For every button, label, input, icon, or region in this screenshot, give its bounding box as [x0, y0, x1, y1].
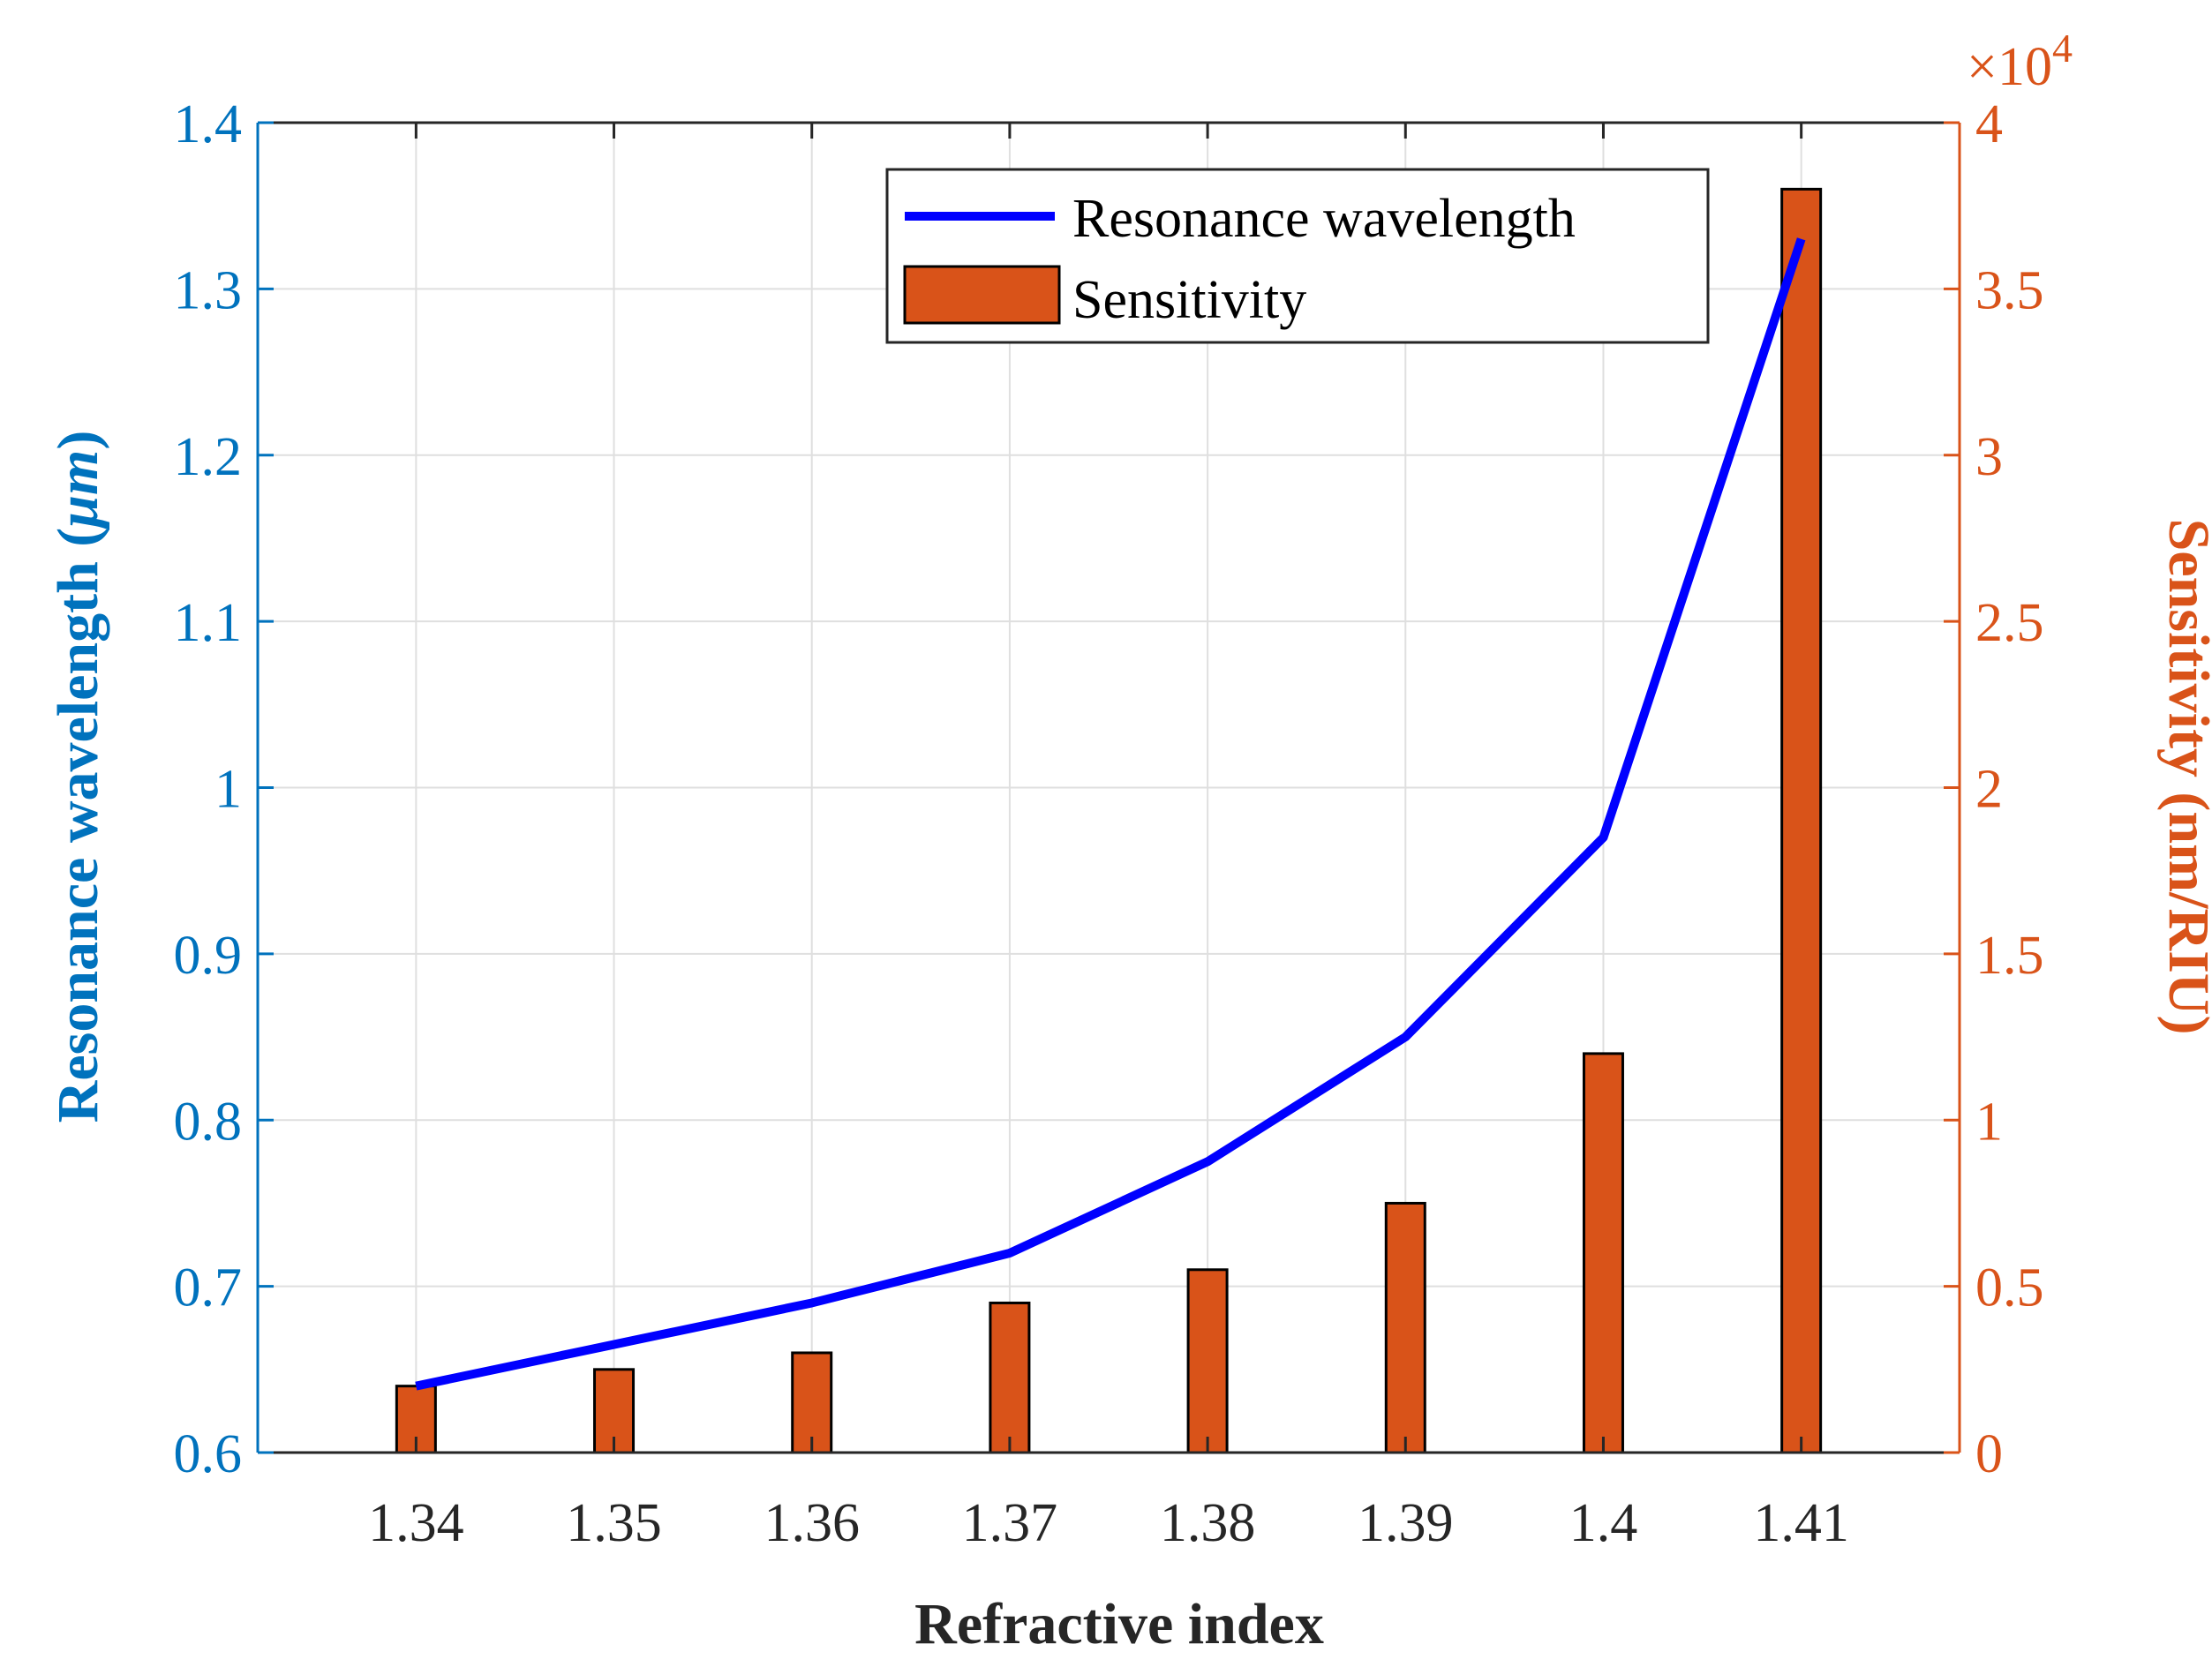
left-tick-label: 0.9 [174, 926, 243, 986]
resonance-line-layer [415, 237, 1806, 1391]
left-tick-label: 0.6 [174, 1424, 243, 1484]
left-tick-label: 0.8 [174, 1092, 243, 1152]
legend-label-resonance-wavelength: Resonance wavelength [1072, 189, 1576, 249]
left-tick-label: 1.1 [174, 593, 243, 653]
sensitivity-bar [1582, 1052, 1624, 1454]
x-tick-label: 1.39 [1358, 1493, 1454, 1553]
right-axis-exponent-power: 4 [2052, 26, 2073, 71]
right-axis-exponent: ×104 [1967, 26, 2073, 97]
sensitivity-bar [791, 1351, 833, 1454]
legend: Resonance wavelength Sensitivity [885, 168, 1710, 344]
left-y-axis-label-suffix: ) [46, 431, 110, 450]
right-tick-label: 3.5 [1975, 260, 2044, 320]
sensitivity-bar [989, 1301, 1031, 1454]
left-tick-label: 1.4 [174, 94, 243, 154]
left-tick-label: 1.3 [174, 260, 243, 320]
right-tick-label: 4 [1975, 94, 2003, 154]
right-tick-label: 0 [1975, 1424, 2003, 1484]
left-y-axis-label: Resonance wavelength (μm) [46, 431, 110, 1123]
right-tick-label: 0.5 [1975, 1258, 2044, 1318]
left-tick-label: 1 [214, 760, 242, 820]
right-tick-label: 1.5 [1975, 926, 2044, 986]
x-tick-label: 1.41 [1753, 1493, 1849, 1553]
x-tick-label: 1.38 [1160, 1493, 1256, 1553]
x-tick-label: 1.4 [1569, 1493, 1638, 1553]
right-tick-label: 1 [1975, 1092, 2003, 1152]
left-y-axis-label-unit: μm [46, 450, 110, 530]
x-tick-label: 1.36 [764, 1493, 860, 1553]
left-tick-label: 0.7 [174, 1258, 243, 1318]
x-axis-label: Refractive index [914, 1592, 1324, 1656]
sensitivity-bars [395, 187, 1823, 1454]
left-tick-label: 1.2 [174, 427, 243, 487]
resonance-wavelength-line [415, 237, 1806, 1391]
x-tick-label: 1.34 [368, 1493, 464, 1553]
sensitivity-bar [1186, 1268, 1229, 1454]
right-tick-label: 2 [1975, 760, 2003, 820]
right-axis-exponent-base: ×10 [1967, 37, 2052, 97]
sensitivity-bar [1780, 187, 1823, 1454]
right-y-axis-label: Sensitivity (nm/RIU) [2156, 519, 2212, 1035]
sensitivity-bar [1384, 1201, 1426, 1454]
legend-label-sensitivity: Sensitivity [1072, 270, 1306, 330]
right-tick-label: 3 [1975, 427, 2003, 487]
left-y-axis-label-prefix: Resonance wavelength ( [46, 528, 110, 1123]
right-tick-label: 2.5 [1975, 593, 2044, 653]
x-tick-label: 1.37 [962, 1493, 1058, 1553]
x-tick-label: 1.35 [566, 1493, 662, 1553]
ticks: 0.6 0.7 0.8 0.9 1 1.1 1.2 1.3 1.4 0 0.5 1 1.5 2 2.5 3 3.… [174, 94, 2044, 1553]
legend-bar-swatch [903, 265, 1061, 325]
